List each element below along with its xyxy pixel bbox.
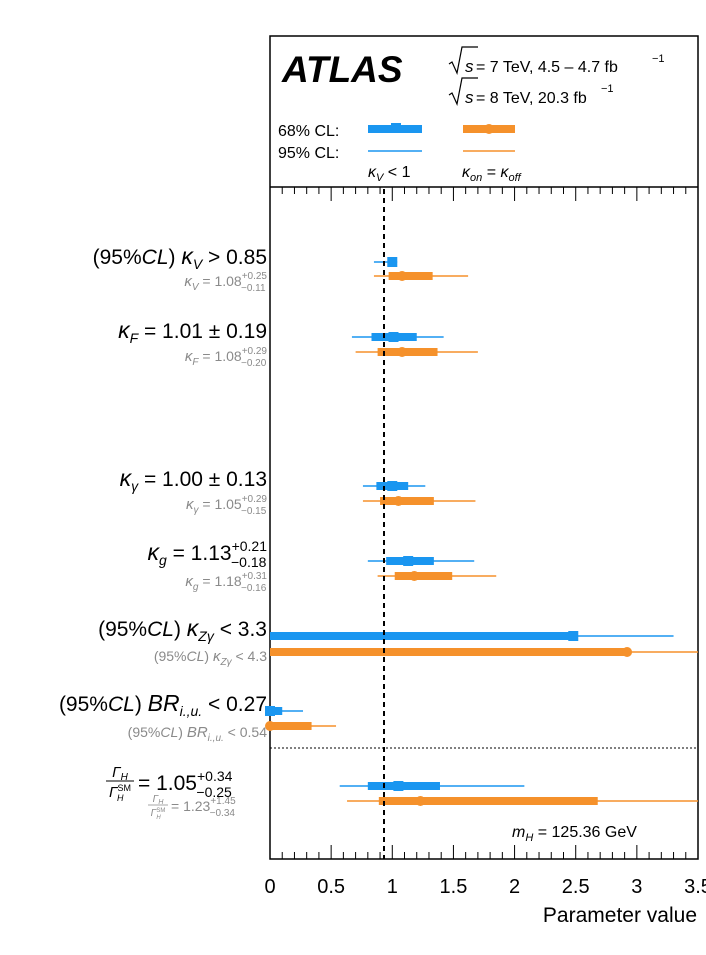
- central-marker: [622, 647, 633, 657]
- x-tick-label: 1.5: [440, 876, 468, 898]
- energy-8-exp: −1: [601, 83, 614, 95]
- ci68-band: [394, 572, 453, 580]
- sqrt-sign-8: [448, 77, 478, 106]
- energy-7-text: = 7 TeV, 4.5 – 4.7 fb: [476, 59, 618, 76]
- atlas-logo: ATLAS: [281, 49, 403, 90]
- row-sublabel-kg: κg = 1.18+0.31 −0.16: [185, 571, 267, 594]
- central-marker: [387, 257, 398, 267]
- point-kV-blue: [373, 257, 398, 267]
- row-sublabel-kF: κF = 1.08+0.29 −0.20: [185, 346, 268, 369]
- ci68-band: [388, 272, 433, 280]
- energy-line-8: s = 8 TeV, 20.3 fb −1: [448, 77, 614, 107]
- row-sublabel-BR_iu: (95%CL) BRi.,u. < 0.54: [128, 724, 268, 744]
- row-label-kZgamma: (95%CL) κZγ < 3.3: [98, 615, 267, 644]
- ci68-band: [270, 722, 312, 730]
- gamma-sub-num: ΓH: [153, 794, 165, 806]
- x-tick-label: 2.5: [562, 876, 590, 898]
- central-marker: [393, 781, 404, 791]
- energy-7-exp: −1: [652, 53, 665, 65]
- central-marker: [409, 571, 420, 581]
- row-label-kF: κF = 1.01 ± 0.19: [118, 317, 267, 346]
- point-kgamma-blue: [362, 481, 426, 491]
- data-marks: [265, 257, 698, 806]
- x-tick-label: 0.5: [317, 876, 345, 898]
- svg-text:κon = κoff: κon = κoff: [462, 164, 522, 184]
- plot-frame: [269, 35, 699, 860]
- legend-cl95-label: 95% CL:: [278, 145, 339, 162]
- central-marker: [568, 631, 579, 641]
- legend-series-b-label: κon = κoff: [462, 164, 522, 184]
- point-kZgamma-blue: [270, 631, 674, 641]
- svg-text:κV < 1: κV < 1: [368, 164, 411, 184]
- point-kF-orange: [355, 347, 478, 357]
- row-label-kgamma: κγ = 1.00 ± 0.13: [120, 465, 267, 494]
- gamma-value: = 1.05+0.34 −0.25: [138, 768, 233, 800]
- legend-blue-marker: [391, 123, 401, 133]
- legend-orange-marker: [484, 124, 494, 134]
- x-tick-label: 3.5: [684, 876, 706, 898]
- central-marker: [397, 271, 408, 281]
- ci68-band: [367, 782, 440, 790]
- row-sublabel-kV: κV = 1.08+0.25 −0.11: [184, 271, 267, 294]
- x-tick-label: 2: [509, 876, 520, 898]
- central-marker: [403, 556, 414, 566]
- ci68-band: [380, 497, 434, 505]
- ci68-band: [270, 707, 283, 715]
- gamma-sub-den: ΓSM H: [151, 808, 166, 821]
- legend-cl68-label: 68% CL:: [278, 123, 339, 140]
- point-kZgamma-orange: [270, 647, 698, 657]
- row-sublabel-GammaH: ΓH ΓSM H = 1.23+1.45 −0.34: [148, 794, 236, 821]
- row-label-BR_iu: (95%CL) BRi.,u. < 0.27: [59, 690, 267, 719]
- energy-line-7: s = 7 TeV, 4.5 – 4.7 fb −1: [448, 46, 665, 76]
- central-marker: [393, 496, 404, 506]
- central-marker: [415, 796, 426, 806]
- gamma-den: ΓSM H: [109, 783, 131, 803]
- point-kg-blue: [367, 556, 475, 566]
- row-sublabel-kgamma: κγ = 1.05+0.29 −0.15: [186, 494, 267, 517]
- x-tick-label: 3: [631, 876, 642, 898]
- ci68-band: [378, 797, 598, 805]
- x-tick-label: 1: [387, 876, 398, 898]
- row-sublabel-kZgamma: (95%CL) κZγ < 4.3: [154, 648, 267, 668]
- point-kgamma-orange: [362, 496, 476, 506]
- x-axis-label: Parameter value: [543, 904, 697, 927]
- central-marker: [397, 347, 408, 357]
- mass-label: mH = 125.36 GeV: [512, 824, 637, 844]
- sqrt-sign: [448, 46, 478, 75]
- energy-8-text: = 8 TeV, 20.3 fb: [476, 90, 587, 107]
- row-label-kg: κg = 1.13+0.21 −0.18: [147, 538, 267, 570]
- central-marker: [387, 481, 398, 491]
- sqrt-s-text: s: [465, 57, 474, 76]
- central-marker: [265, 721, 275, 731]
- point-GammaH-orange: [347, 796, 698, 806]
- point-GammaH-blue: [339, 781, 525, 791]
- gamma-num: ΓH: [112, 764, 129, 783]
- gamma-sub-value: = 1.23+1.45 −0.34: [171, 796, 236, 819]
- central-marker: [265, 706, 275, 716]
- point-kF-blue: [351, 332, 444, 342]
- point-BR_iu-orange: [265, 721, 337, 731]
- ci68-band: [270, 632, 574, 640]
- point-kV-orange: [373, 271, 469, 281]
- ci68-band: [270, 648, 628, 656]
- point-kg-orange: [377, 571, 497, 581]
- ci68-band: [377, 348, 438, 356]
- sqrt-s-text-8: s: [465, 88, 474, 107]
- legend-series-a-label: κV < 1: [368, 164, 411, 184]
- point-BR_iu-blue: [265, 706, 304, 716]
- x-tick-labels: 0 0.5 1 1.5 2 2.5 3 3.5: [264, 876, 706, 898]
- x-tick-label: 0: [264, 876, 275, 898]
- central-marker: [388, 332, 399, 342]
- axis-ticks: [269, 187, 699, 859]
- row-label-kV: (95%CL) κV > 0.85: [93, 243, 267, 272]
